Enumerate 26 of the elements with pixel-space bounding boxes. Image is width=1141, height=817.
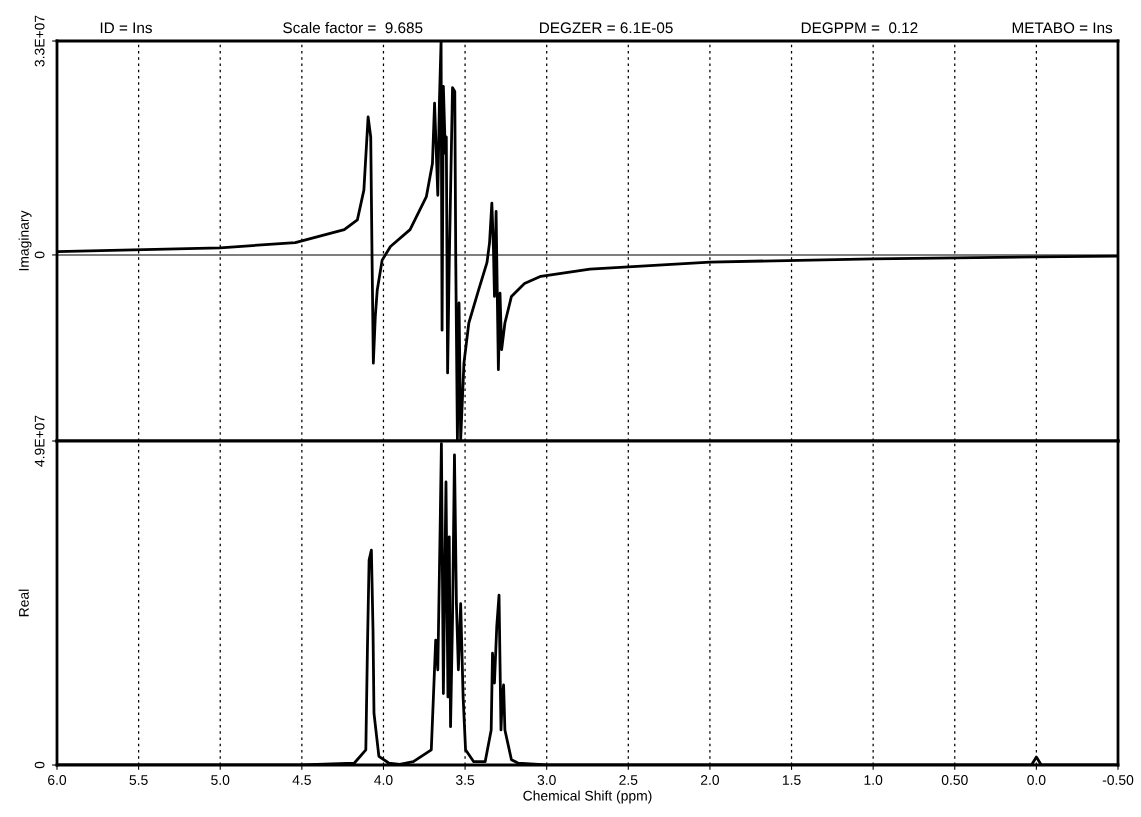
text: Scale factor = 9.685: [283, 21, 423, 34]
x-tick-label: 3.0: [537, 775, 556, 785]
x-axis-title: Chemical Shift (ppm): [523, 790, 652, 804]
y-tick-label: 4.9E+07: [34, 415, 45, 467]
text: DEGPPM = 0.12: [801, 22, 918, 34]
y-tick-label: 0: [34, 761, 45, 769]
text: ID = Ins: [100, 22, 152, 34]
x-tick-label: 3.5: [455, 775, 475, 785]
text: DEGZER = 6.1E-05: [540, 22, 673, 34]
x-tick-label: 2.5: [619, 775, 638, 785]
x-tick-label: 5.5: [129, 775, 148, 785]
x-tick-label: 4.0: [374, 775, 393, 785]
y-tick-label: 3.3E+07: [34, 15, 45, 67]
x-tick-label: 2.0: [700, 775, 720, 785]
x-tick-label: 1.5: [782, 775, 801, 785]
x-tick-label: 6.0: [48, 775, 67, 785]
x-tick-label: 1.0: [864, 775, 883, 785]
y-tick-label: 0: [34, 251, 45, 259]
text: METABO = Ins: [1012, 22, 1113, 34]
x-tick-label: 0.50: [941, 775, 968, 785]
x-tick-label: -0.50: [1102, 775, 1134, 785]
x-tick-label: 0.0: [1027, 775, 1046, 785]
x-tick-label: 5.0: [211, 775, 230, 785]
y-axis-title: Real: [18, 589, 29, 617]
y-axis-title: Imaginary: [18, 210, 32, 271]
x-tick-label: 4.5: [292, 775, 311, 785]
